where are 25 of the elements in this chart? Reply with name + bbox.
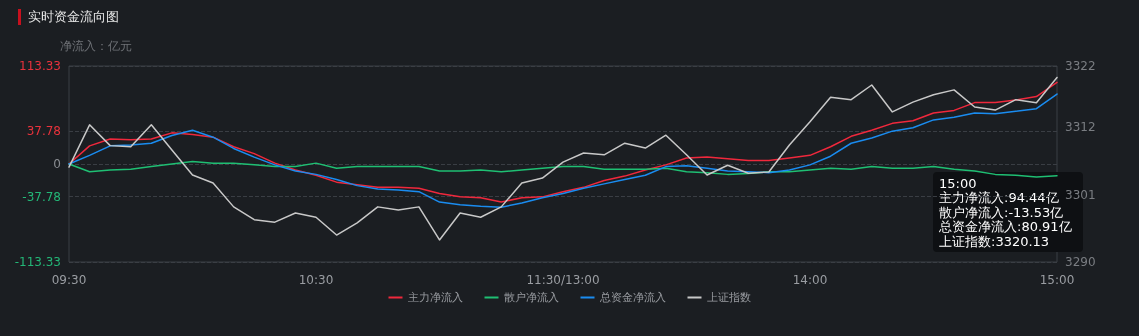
y-axis-title: 净流入：亿元 (60, 39, 132, 53)
annotation: 总资金净流入:80.91亿 (938, 219, 1072, 235)
y-tick-label: 113.33 (19, 59, 61, 73)
annotation: 散户净流入:-13.53亿 (939, 204, 1064, 220)
y2-tick-label: 3322 (1065, 59, 1096, 73)
x-tick-label: 09:30 (51, 273, 87, 287)
x-tick-label: 14:00 (792, 273, 828, 287)
y2-tick-label: 3312 (1065, 120, 1096, 135)
x-tick-label: 11:30/13:00 (526, 273, 600, 287)
annotation: 15:00 (939, 175, 977, 191)
x-tick-label: 10:30 (298, 273, 334, 287)
x-tick-label: 15:00 (1039, 273, 1075, 287)
annotation: 上证指数:3320.13 (939, 233, 1050, 249)
y2-tick-label: 3290 (1065, 255, 1096, 269)
chart-title: 实时资金流向图 (28, 8, 119, 26)
legend-label: 总资金净流入 (598, 291, 666, 304)
y-tick-label: 37.78 (26, 124, 61, 139)
legend-label: 散户净流入 (503, 291, 559, 304)
y2-tick-label: 3301 (1065, 187, 1096, 202)
y-tick-label: 0 (53, 157, 61, 171)
legend-label: 上证指数 (706, 291, 751, 304)
y-tick-label: -37.78 (22, 189, 61, 204)
y-tick-label: -113.33 (14, 255, 61, 269)
line-series (68, 160, 1058, 178)
legend-label: 主力净流入 (407, 291, 463, 304)
